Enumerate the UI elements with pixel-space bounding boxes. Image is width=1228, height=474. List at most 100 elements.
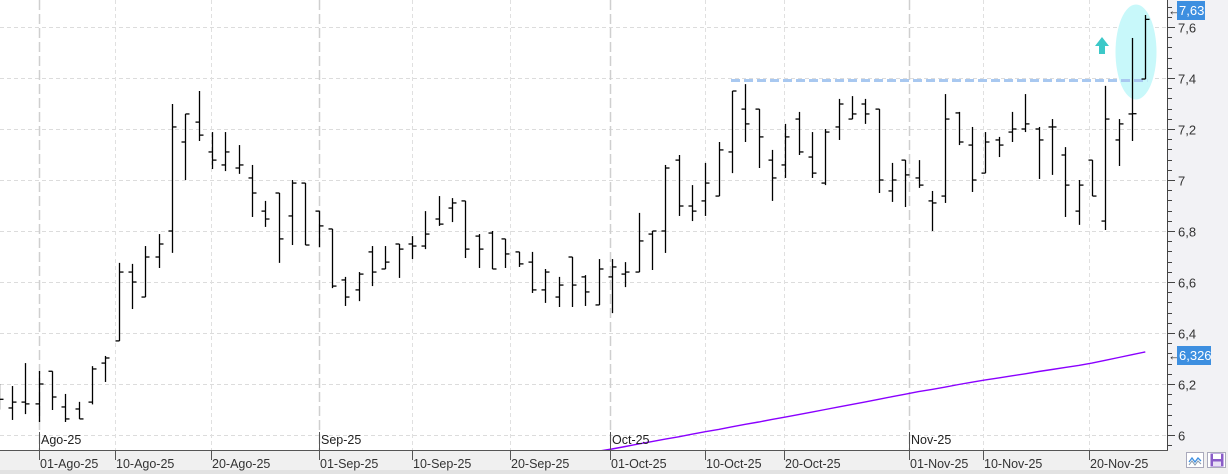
- last-price-label: ← 7,63: [1168, 1, 1205, 20]
- ohlc-bar: [288, 180, 297, 246]
- moving-average-label: ← 6,326: [1168, 346, 1212, 365]
- x-tick-label: 20-Ago-25: [212, 457, 270, 471]
- ohlc-bar: [195, 91, 204, 141]
- grid: [0, 0, 1167, 450]
- ohlc-bar: [221, 132, 230, 172]
- ohlc-bar: [648, 230, 657, 271]
- ohlc-bar: [701, 162, 710, 216]
- y-tick-label: 7,6: [1178, 21, 1196, 36]
- ohlc-bar: [621, 262, 630, 288]
- ohlc-bar: [475, 234, 484, 268]
- y-tick-label: 7,4: [1178, 72, 1196, 87]
- x-tick-label: 20-Sep-25: [511, 457, 569, 471]
- ohlc-bar: [581, 275, 590, 306]
- ohlc-bar: [275, 192, 284, 263]
- x-tick-label: 10-Sep-25: [413, 457, 471, 471]
- horizontal-scrollbar[interactable]: [0, 470, 1180, 474]
- month-label: Ago-25: [41, 433, 81, 447]
- ohlc-bars-series: [0, 15, 1150, 422]
- ohlc-bar: [0, 384, 4, 410]
- ohlc-bar: [381, 246, 390, 270]
- ohlc-bar: [1101, 85, 1110, 230]
- ohlc-bar: [728, 90, 737, 174]
- ohlc-bar: [8, 386, 17, 420]
- y-tick-label: 6,6: [1178, 276, 1196, 291]
- ohlc-bar: [1035, 126, 1044, 179]
- ohlc-bar: [128, 263, 137, 310]
- x-tick-label: 01-Nov-25: [910, 457, 968, 471]
- ohlc-bar: [1021, 94, 1030, 133]
- ohlc-bar: [448, 198, 457, 223]
- x-tick-label: 20-Oct-25: [785, 457, 841, 471]
- ohlc-bar: [608, 259, 617, 314]
- ohlc-bar: [315, 210, 324, 248]
- ohlc-bar: [661, 164, 670, 253]
- ohlc-bar: [35, 370, 44, 422]
- ohlc-bar: [1075, 180, 1084, 225]
- ohlc-bar: [635, 212, 644, 273]
- breakout-highlight-ellipse: [1115, 4, 1157, 100]
- ohlc-bar: [408, 236, 417, 260]
- ohlc-bar: [968, 126, 977, 192]
- ohlc-bar: [301, 182, 310, 246]
- ohlc-bar: [181, 113, 190, 180]
- y-tick-label: 6: [1178, 429, 1185, 444]
- ohlc-bar: [88, 366, 97, 405]
- ohlc-bar: [768, 149, 777, 201]
- ohlc-bar: [1061, 147, 1070, 217]
- ohlc-bar: [61, 393, 70, 422]
- ohlc-bar: [168, 104, 177, 253]
- x-tick-label: 01-Sep-25: [320, 457, 378, 471]
- price-axis-panel: [1168, 0, 1228, 450]
- ohlc-bar: [1008, 111, 1017, 143]
- ohlc-bar: [835, 98, 844, 140]
- month-labels: Ago-25 Sep-25 Oct-25 Nov-25: [39, 432, 951, 450]
- save-button[interactable]: [1207, 452, 1226, 468]
- ohlc-bar: [875, 108, 884, 194]
- ohlc-bar: [928, 190, 937, 231]
- ohlc-bar: [981, 132, 990, 174]
- indicator-button[interactable]: [1186, 452, 1204, 468]
- ohlc-bar: [435, 196, 444, 226]
- x-tick-label: 10-Oct-25: [706, 457, 762, 471]
- ohlc-bar: [208, 132, 217, 170]
- ohlc-bar: [741, 84, 750, 143]
- ohlc-bar: [1141, 15, 1150, 80]
- ohlc-bar: [341, 276, 350, 306]
- ohlc-bar: [755, 108, 764, 169]
- moving-average-series: [601, 351, 1146, 450]
- ohlc-bar: [901, 159, 910, 208]
- ohlc-bar: [101, 355, 110, 382]
- y-tick-label: 7: [1178, 174, 1185, 189]
- ohlc-bar: [848, 96, 857, 120]
- ohlc-bar: [781, 123, 790, 178]
- ohlc-bar: [528, 251, 537, 293]
- ohlc-bar: [1048, 119, 1057, 175]
- ohlc-bar: [501, 238, 510, 268]
- ohlc-bar: [141, 246, 150, 298]
- ohlc-bar: [1115, 119, 1124, 166]
- ohlc-bar: [568, 256, 577, 307]
- ohlc-bar: [555, 276, 564, 307]
- wave-chart-icon: [1188, 456, 1202, 466]
- ohlc-bar: [395, 243, 404, 278]
- y-tick-label: 7,2: [1178, 123, 1196, 138]
- ohlc-bar: [328, 228, 337, 289]
- last-price-value: 7,63: [1179, 3, 1204, 18]
- moving-average-line: [601, 351, 1146, 450]
- ohlc-bar: [1128, 37, 1137, 141]
- ma-last-value: 6,326: [1179, 348, 1212, 363]
- x-tick-label: 10-Nov-25: [984, 457, 1042, 471]
- ohlc-bar: [715, 142, 724, 197]
- month-label: Nov-25: [911, 433, 951, 447]
- x-tick-label: 01-Ago-25: [40, 457, 98, 471]
- ohlc-bar: [915, 160, 924, 188]
- price-axis: 6 6,2 6,4 6,6 6,8 7 7,2 7,4 7,6: [1167, 7, 1196, 446]
- ohlc-bar: [808, 132, 817, 178]
- ohlc-bar: [688, 185, 697, 222]
- ohlc-bar: [488, 231, 497, 270]
- x-tick-label: 01-Oct-25: [611, 457, 667, 471]
- x-tick-label: 20-Nov-25: [1090, 457, 1148, 471]
